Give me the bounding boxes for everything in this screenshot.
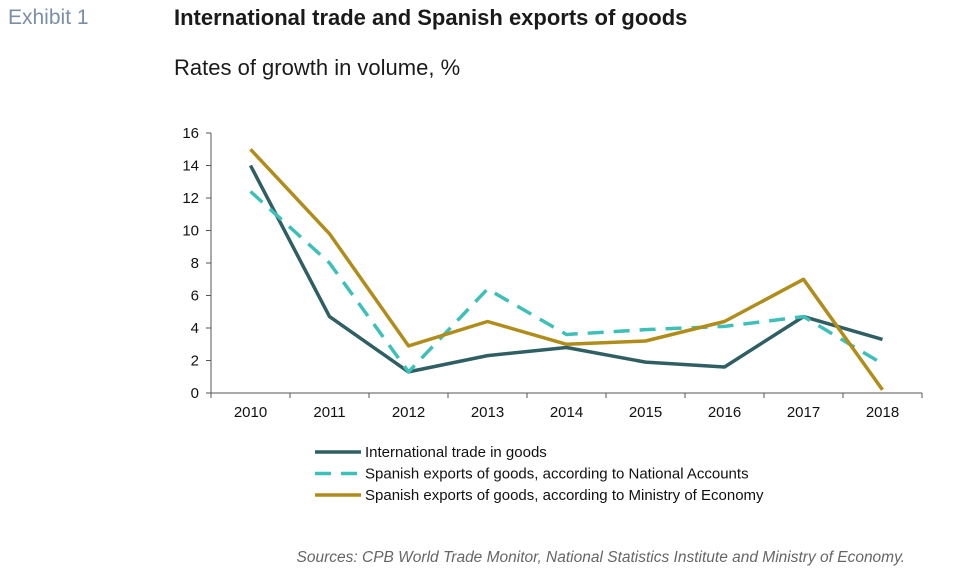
series-line-3: [249, 148, 884, 391]
y-tick-label: 14: [182, 158, 199, 175]
y-tick-label: 16: [182, 125, 199, 142]
series-line-1: [248, 164, 883, 374]
y-tick-label: 8: [191, 255, 199, 272]
x-tick-label: 2013: [471, 404, 504, 421]
y-tick-label: 10: [182, 223, 199, 240]
x-tick-label: 2017: [787, 404, 820, 421]
y-axis: 0 2 4 6 8 10 12 14 16: [182, 125, 212, 402]
x-tick-label: 2012: [392, 404, 425, 421]
x-tick-label: 2014: [550, 404, 583, 421]
chart-title: International trade and Spanish exports …: [174, 5, 688, 30]
x-tick-label: 2010: [234, 404, 267, 421]
exhibit-label: Exhibit 1: [8, 6, 89, 29]
legend-label-1: International trade in goods: [365, 444, 547, 461]
x-tick-label: 2015: [629, 404, 662, 421]
y-tick-label: 2: [191, 353, 199, 370]
source-note: Sources: CPB World Trade Monitor, Nation…: [296, 549, 905, 566]
y-tick-label: 4: [191, 320, 199, 337]
y-tick-label: 6: [191, 288, 199, 305]
x-tick-label: 2011: [313, 404, 345, 421]
x-axis: 2010 2011 2012 2013 2014 2015 2016 2017 2018: [210, 392, 923, 421]
legend: International trade in goods Spanish expo…: [315, 444, 764, 504]
series-line-2: [249, 190, 884, 374]
series-layer: [248, 148, 884, 391]
x-tick-label: 2016: [708, 404, 741, 421]
chart-subtitle: Rates of growth in volume, %: [174, 55, 461, 80]
y-tick-label: 12: [182, 190, 199, 207]
legend-label-2: Spanish exports of goods, according to N…: [365, 466, 749, 483]
legend-label-3: Spanish exports of goods, according to M…: [365, 487, 764, 504]
x-tick-label: 2018: [866, 404, 899, 421]
y-tick-label: 0: [191, 385, 199, 402]
